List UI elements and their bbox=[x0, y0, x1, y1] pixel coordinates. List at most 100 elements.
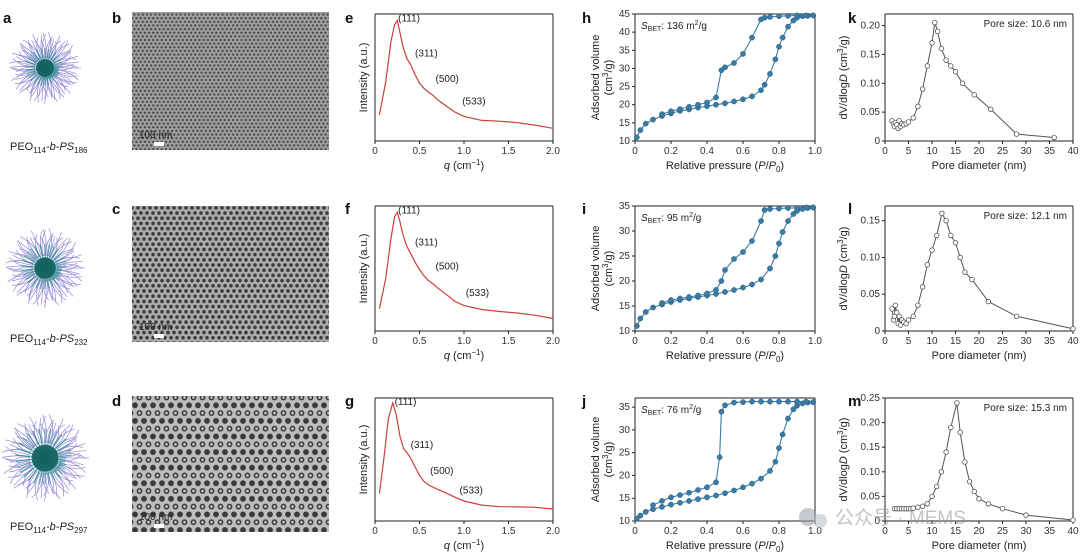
isotherm-point bbox=[718, 278, 725, 284]
y-tick-label: 15 bbox=[619, 301, 631, 312]
text-part: (cm bbox=[838, 435, 850, 456]
micelle-shell-chain bbox=[15, 71, 36, 76]
x-tick-label: 20 bbox=[973, 336, 985, 347]
pore-point bbox=[924, 501, 930, 507]
x-tick-label: 30 bbox=[1020, 336, 1032, 347]
isotherm-point bbox=[695, 496, 701, 502]
micelle-label: PEO114-b-PS297 bbox=[10, 521, 88, 535]
pore-point bbox=[932, 19, 938, 26]
micelle-shell-chain bbox=[26, 470, 38, 499]
x-tick-label: 1.5 bbox=[502, 526, 516, 537]
isotherm-point bbox=[731, 98, 737, 105]
isotherm-point bbox=[731, 256, 737, 262]
isotherm-point bbox=[790, 211, 797, 217]
text-part: Pore diameter (nm) bbox=[932, 160, 1027, 172]
panel-label-m: m bbox=[848, 393, 861, 410]
text-part: (cm bbox=[838, 53, 850, 74]
micelle-shell-chain bbox=[16, 436, 35, 448]
micelle-shell-chain bbox=[41, 33, 46, 59]
pore-point bbox=[976, 496, 982, 502]
y-tick-label: 15 bbox=[619, 118, 631, 129]
text-part: Adsorbed volume bbox=[590, 226, 602, 312]
isotherm-point bbox=[794, 398, 800, 405]
text-part: 0 bbox=[776, 165, 781, 174]
x-tick-label: 35 bbox=[1044, 336, 1056, 347]
isotherm-point bbox=[740, 284, 746, 291]
pore-point bbox=[966, 478, 973, 485]
isotherm-point bbox=[803, 12, 809, 19]
isotherm-point bbox=[637, 127, 644, 133]
micelle-shell-chain bbox=[59, 443, 78, 455]
saxs-curve-e bbox=[378, 18, 554, 129]
x-tick-label: 25 bbox=[997, 526, 1009, 537]
text-part: ) bbox=[780, 350, 784, 362]
text-part: q bbox=[444, 540, 451, 552]
y-tick-label: 15 bbox=[619, 493, 631, 504]
micelle-shell-chain bbox=[19, 236, 40, 258]
text-part: P bbox=[758, 160, 766, 172]
pore-point bbox=[938, 45, 945, 52]
x-tick-label: 0.5 bbox=[413, 146, 427, 157]
y-tick-label: 35 bbox=[619, 402, 631, 413]
x-tick-label: 0 bbox=[882, 526, 888, 537]
micelle-shell-chain bbox=[19, 248, 37, 260]
text-part: : 76 m bbox=[661, 405, 689, 416]
x-tick-label: 0.6 bbox=[736, 336, 750, 347]
text-part: 3 bbox=[601, 72, 610, 77]
text-part: -b-PS bbox=[46, 141, 75, 153]
peak-label: (533) bbox=[460, 485, 483, 496]
isotherm-point bbox=[642, 509, 649, 515]
micelle-shell-chain bbox=[37, 472, 42, 493]
pore-point bbox=[919, 284, 926, 290]
chart-m: 0 5 10 15 20 25 30 35 40 0 0.05 0.10 0.15 0.20 0.25 Por… bbox=[836, 393, 1079, 552]
micelle-shell-chain bbox=[13, 468, 36, 489]
x-tick-label: 1.0 bbox=[808, 526, 822, 537]
micelle-shell-chain bbox=[51, 237, 69, 259]
micelle-shell-chain bbox=[24, 423, 36, 447]
micelle-shell-chain bbox=[28, 279, 41, 301]
isotherm-point bbox=[731, 399, 737, 406]
sbet-annotation: SBET: 76 m2/g bbox=[641, 404, 701, 417]
micelle-illustration bbox=[9, 32, 81, 104]
pore-point bbox=[919, 86, 926, 92]
micelle-shell-chain bbox=[56, 261, 83, 266]
sbet-annotation: SBET: 136 m2/g bbox=[641, 20, 707, 33]
micelle-shell-chain bbox=[11, 70, 36, 82]
micelle-shell-chain bbox=[54, 274, 82, 285]
isotherm-point bbox=[761, 81, 768, 88]
micelle-shell-chain bbox=[55, 273, 73, 286]
x-tick-label: 15 bbox=[950, 146, 962, 157]
text-part: BET bbox=[648, 218, 662, 225]
panel-label-e: e bbox=[345, 10, 353, 27]
y-tick-label: 0.15 bbox=[861, 216, 881, 227]
isotherm-point bbox=[772, 253, 779, 259]
micelle-shell-chain bbox=[41, 229, 46, 257]
text-part: (cm bbox=[838, 244, 850, 265]
isotherm-point bbox=[659, 300, 665, 306]
isotherm-point bbox=[718, 408, 725, 415]
micelle-shell-chain bbox=[53, 469, 70, 491]
isotherm-point bbox=[740, 96, 746, 103]
pore-point bbox=[971, 488, 977, 495]
isotherm-point bbox=[731, 287, 737, 293]
panel-label-f: f bbox=[345, 201, 351, 218]
pore-point bbox=[948, 63, 954, 69]
text-part: /g) bbox=[603, 442, 615, 455]
micelle-shell-chain bbox=[40, 472, 44, 499]
panel-label-h: h bbox=[582, 10, 591, 27]
isotherm-point bbox=[803, 204, 809, 211]
text-part: S bbox=[641, 405, 648, 416]
micelle-shell-chain bbox=[16, 66, 36, 73]
isotherm-point bbox=[650, 116, 656, 123]
pore-curve-l bbox=[891, 212, 1074, 330]
text-part: D bbox=[838, 265, 850, 273]
isotherm-point bbox=[722, 267, 728, 273]
y-tick-label: 30 bbox=[619, 63, 631, 74]
isotherm-point bbox=[776, 43, 782, 50]
x-tick-label: 10 bbox=[926, 336, 938, 347]
micelle-shell-chain bbox=[59, 452, 81, 458]
y-tick-label: 0.15 bbox=[861, 49, 881, 60]
x-tick-label: 30 bbox=[1020, 526, 1032, 537]
y-tick-label: 0.10 bbox=[861, 467, 881, 478]
text-part: −1 bbox=[471, 158, 481, 167]
